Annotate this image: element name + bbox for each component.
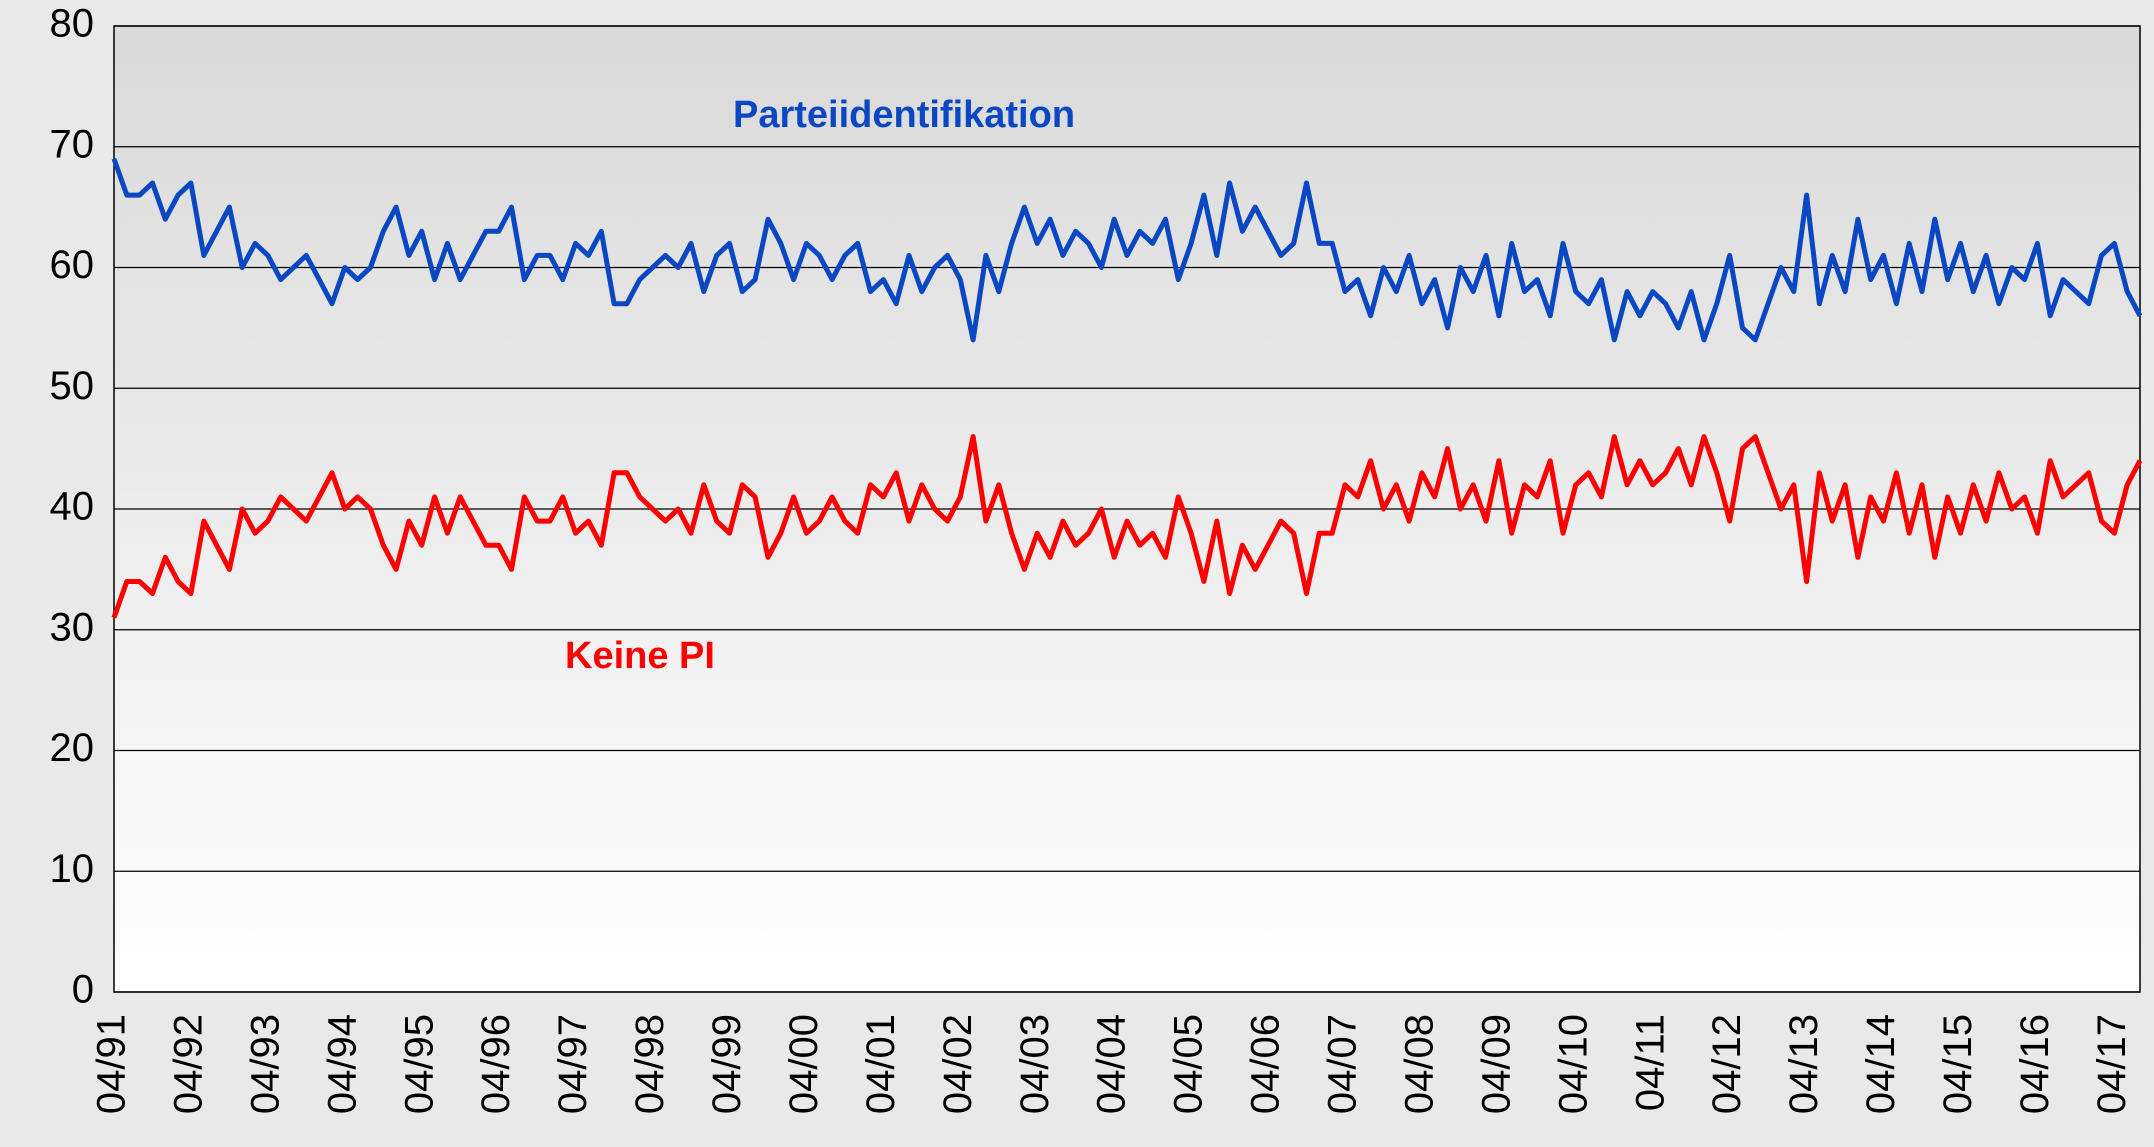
x-tick-label: 04/95 <box>397 1014 441 1114</box>
y-tick-label: 40 <box>50 485 95 529</box>
series-label: Keine PI <box>565 635 715 677</box>
x-tick-label: 04/96 <box>474 1014 518 1114</box>
y-tick-label: 70 <box>50 122 95 166</box>
series-label: Parteiidentifikation <box>733 94 1075 136</box>
y-tick-label: 20 <box>50 726 95 770</box>
x-tick-label: 04/92 <box>166 1014 210 1114</box>
x-tick-label: 04/99 <box>705 1014 749 1114</box>
y-tick-label: 10 <box>50 847 95 891</box>
x-tick-label: 04/97 <box>551 1014 595 1114</box>
y-tick-label: 30 <box>50 605 95 649</box>
x-tick-label: 04/93 <box>243 1014 287 1114</box>
y-tick-label: 80 <box>50 2 95 46</box>
x-tick-label: 04/06 <box>1244 1014 1288 1114</box>
y-tick-label: 60 <box>50 243 95 287</box>
x-tick-label: 04/01 <box>859 1014 903 1114</box>
x-tick-label: 04/11 <box>1628 1014 1672 1111</box>
x-tick-label: 04/03 <box>1013 1014 1057 1114</box>
x-tick-label: 04/12 <box>1705 1014 1749 1114</box>
x-tick-label: 04/02 <box>936 1014 980 1114</box>
x-tick-label: 04/94 <box>320 1014 364 1114</box>
x-tick-label: 04/09 <box>1474 1014 1518 1114</box>
x-tick-label: 04/13 <box>1782 1014 1826 1114</box>
x-tick-label: 04/00 <box>782 1014 826 1114</box>
x-tick-label: 04/10 <box>1551 1014 1595 1114</box>
x-tick-label: 04/91 <box>90 1014 134 1114</box>
y-tick-label: 50 <box>50 364 95 408</box>
y-tick-label: 0 <box>72 968 94 1012</box>
x-tick-label: 04/05 <box>1167 1014 1211 1114</box>
data-line <box>111 434 2143 619</box>
x-tick-label: 04/17 <box>2090 1014 2134 1114</box>
x-tick-label: 04/07 <box>1321 1014 1365 1114</box>
x-tick-label: 04/08 <box>1397 1014 1441 1114</box>
x-tick-label: 04/14 <box>1859 1014 1903 1114</box>
data-line <box>111 157 2143 343</box>
x-tick-label: 04/16 <box>2013 1014 2057 1114</box>
x-tick-label: 04/15 <box>1936 1014 1980 1114</box>
x-tick-label: 04/98 <box>628 1014 672 1114</box>
x-tick-label: 04/04 <box>1090 1014 1134 1114</box>
